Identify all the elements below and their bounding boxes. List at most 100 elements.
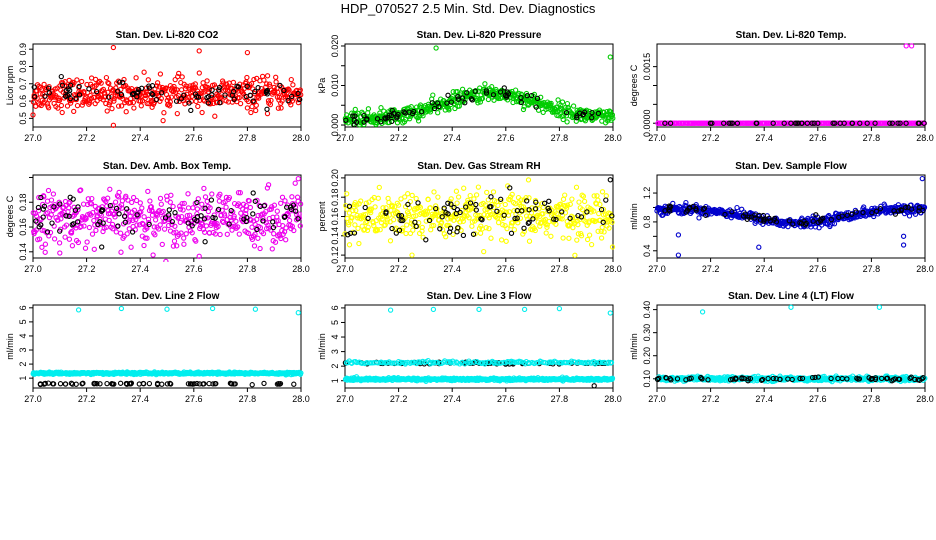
data-point	[415, 200, 421, 206]
data-point	[273, 74, 279, 80]
x-tick-label: 28.0	[916, 133, 934, 143]
data-point	[602, 360, 608, 366]
data-point	[502, 201, 508, 208]
data-point	[228, 207, 234, 214]
outlier-point	[196, 48, 202, 54]
data-point	[342, 231, 348, 237]
data-point	[252, 88, 258, 95]
data-point	[501, 85, 507, 91]
data-point	[479, 217, 485, 223]
data-point	[396, 213, 402, 219]
data-point	[687, 205, 693, 211]
data-point	[441, 231, 447, 237]
outlier-point	[295, 176, 301, 182]
data-point	[431, 222, 437, 229]
data-point	[66, 200, 72, 206]
data-point	[584, 236, 591, 243]
data-point	[804, 120, 810, 126]
data-point	[556, 113, 562, 119]
data-point	[379, 216, 385, 222]
data-point	[486, 225, 492, 232]
data-point	[62, 381, 69, 387]
data-point	[185, 220, 191, 226]
data-point	[161, 110, 167, 116]
x-tick-label: 28.0	[292, 394, 310, 404]
data-point	[389, 118, 395, 125]
data-point	[667, 120, 674, 126]
x-tick-label: 27.2	[390, 133, 408, 143]
data-point	[361, 121, 367, 128]
data-point	[526, 238, 533, 244]
data-point	[788, 120, 794, 126]
data-point	[194, 94, 200, 100]
data-point	[118, 103, 125, 109]
data-points	[342, 45, 616, 128]
data-point	[166, 212, 172, 218]
data-point	[90, 88, 96, 94]
data-point	[603, 197, 609, 203]
data-point	[194, 206, 201, 212]
data-point	[410, 227, 416, 233]
data-point	[175, 214, 182, 220]
data-point	[31, 84, 37, 90]
data-point	[279, 194, 286, 200]
data-point	[131, 105, 137, 111]
data-point	[185, 191, 191, 197]
data-point	[257, 245, 263, 252]
data-point	[121, 233, 127, 239]
data-point	[123, 109, 129, 115]
data-point	[113, 205, 120, 212]
data-point	[609, 213, 615, 219]
x-tick-label: 27.8	[551, 264, 569, 274]
data-point	[509, 191, 515, 198]
outlier-point	[252, 306, 259, 312]
data-point	[419, 224, 425, 231]
y-tick-label: 0.14	[18, 243, 28, 261]
data-point	[249, 382, 255, 388]
outlier-point	[710, 208, 716, 214]
data-point	[288, 206, 295, 213]
data-point	[545, 205, 551, 212]
data-point	[98, 80, 104, 86]
data-point	[466, 215, 472, 221]
data-point	[50, 191, 57, 197]
data-point	[831, 221, 838, 227]
data-point	[48, 197, 55, 203]
data-point	[244, 105, 251, 111]
data-point	[86, 224, 93, 231]
data-point	[534, 213, 540, 219]
data-point	[67, 95, 74, 102]
data-point	[42, 241, 49, 247]
data-point	[118, 249, 124, 255]
data-point	[214, 221, 220, 227]
data-point	[236, 95, 242, 101]
data-point	[467, 192, 473, 199]
data-point	[431, 189, 437, 195]
data-point	[455, 194, 462, 200]
x-tick-label: 27.8	[239, 133, 257, 143]
data-point	[264, 81, 270, 87]
data-point	[185, 381, 192, 387]
data-point	[105, 79, 111, 86]
data-point	[479, 95, 486, 102]
data-point	[701, 205, 708, 212]
data-point	[540, 211, 546, 217]
data-point	[184, 212, 190, 219]
data-point	[283, 225, 289, 231]
x-tick-label: 27.4	[443, 394, 461, 404]
data-point	[186, 100, 192, 106]
data-point	[482, 81, 488, 87]
data-point	[609, 219, 615, 225]
data-point	[195, 103, 201, 110]
data-point	[485, 96, 492, 103]
data-point	[388, 112, 395, 119]
data-point	[696, 215, 702, 221]
data-point	[112, 214, 118, 220]
outlier-point	[433, 45, 439, 51]
panel-stan-dev-li-820-temp: Stan. Dev. Li-820 Temp.27.0 27.2 27.4 27.6 2…	[629, 30, 934, 143]
data-point	[464, 90, 470, 96]
data-point	[343, 117, 349, 123]
data-point	[89, 195, 95, 202]
data-point	[491, 97, 497, 103]
data-point	[80, 380, 86, 386]
